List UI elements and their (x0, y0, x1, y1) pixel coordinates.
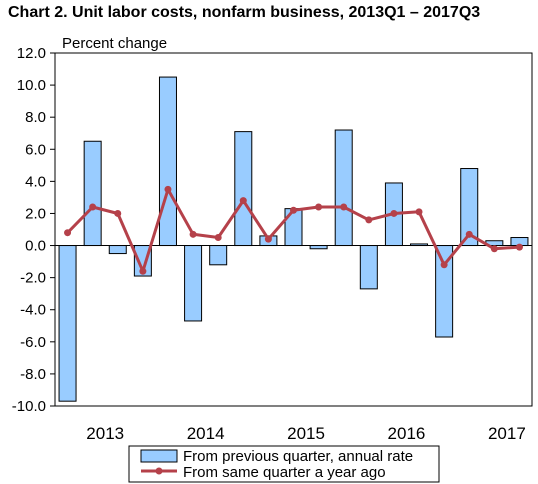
y-tick-label: -2.0 (20, 270, 46, 287)
line-marker (89, 203, 97, 211)
line-marker (139, 267, 147, 275)
y-tick-label: 8.0 (25, 109, 46, 126)
legend-swatch-marker (155, 467, 163, 475)
legend-label-bar: From previous quarter, annual rate (183, 448, 413, 465)
legend-swatch-bar (140, 449, 178, 463)
y-axis-label: Percent change (62, 35, 167, 52)
x-year-label: 2015 (287, 424, 325, 443)
bar (209, 245, 228, 266)
line-marker (64, 229, 72, 237)
line-marker (315, 203, 323, 211)
line-marker (390, 209, 398, 217)
bar (158, 76, 177, 247)
bar (334, 129, 353, 247)
line-marker (365, 216, 373, 224)
bar (359, 245, 378, 290)
y-tick-label: 6.0 (25, 141, 46, 158)
x-year-label: 2017 (488, 424, 526, 443)
legend-box (128, 445, 440, 483)
line-marker (490, 245, 498, 253)
x-year-label: 2016 (388, 424, 426, 443)
legend-label-line: From same quarter a year ago (183, 464, 386, 481)
y-tick-label: -6.0 (20, 334, 46, 351)
x-year-label: 2014 (187, 424, 225, 443)
chart-title: Chart 2. Unit labor costs, nonfarm busin… (8, 4, 481, 21)
x-year-label: 2013 (86, 424, 124, 443)
line-marker (114, 209, 122, 217)
line-marker (264, 235, 272, 243)
y-tick-label: -10.0 (12, 398, 46, 415)
line-marker (415, 208, 423, 216)
line-marker (340, 203, 348, 211)
line-marker (214, 234, 222, 242)
line-marker (239, 197, 247, 205)
line-marker (189, 230, 197, 238)
bar (58, 245, 77, 402)
bar (184, 245, 203, 322)
y-tick-label: -8.0 (20, 366, 46, 383)
bar (108, 245, 127, 255)
y-tick-label: 4.0 (25, 173, 46, 190)
line-marker (515, 243, 523, 251)
bar (234, 131, 253, 247)
plot-frame (54, 52, 533, 407)
bar (284, 208, 303, 247)
y-tick-label: 0.0 (25, 238, 46, 255)
line-marker (164, 185, 172, 193)
line-marker (465, 230, 473, 238)
line-marker (440, 261, 448, 269)
y-tick-label: 10.0 (17, 77, 46, 94)
y-tick-label: 12.0 (17, 45, 46, 62)
y-tick-label: 2.0 (25, 205, 46, 222)
line-marker (290, 206, 297, 214)
y-tick-label: -4.0 (20, 302, 46, 319)
bar (83, 140, 102, 247)
